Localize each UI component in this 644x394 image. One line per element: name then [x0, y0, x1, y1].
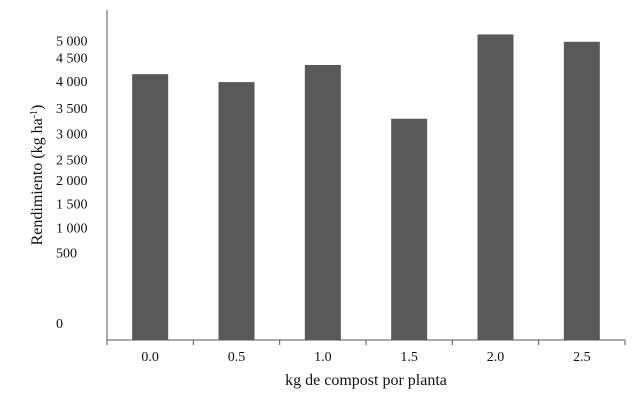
y-axis-title-superscript: -1 [29, 110, 40, 118]
x-axis-ticks: 0.0 0.5 1.0 1.5 2.0 2.5 [106, 340, 626, 365]
y-tick-label: 2 000 [56, 174, 88, 189]
y-tick-label: 4 500 [56, 52, 88, 67]
bars [132, 34, 600, 341]
x-axis-title: kg de compost por planta [285, 372, 447, 389]
x-tick-label: 2.0 [487, 350, 505, 365]
x-tick-label: 1.5 [400, 350, 418, 365]
y-tick-label: 500 [56, 247, 77, 262]
y-tick-label: 3 000 [56, 127, 88, 142]
x-tick-label: 0.5 [228, 350, 246, 365]
y-tick-label: 2 500 [56, 154, 88, 169]
y-axis-title-close: ) [29, 105, 46, 110]
x-tick-label: 0.0 [141, 350, 159, 365]
y-axis-ticks: 5 000 4 500 4 000 3 500 3 000 2 500 2 000 1 500… [56, 35, 88, 332]
x-tick-label: 1.0 [314, 350, 332, 365]
bar-2.0 [477, 34, 514, 340]
y-tick-label: 0 [56, 317, 63, 332]
bar-2.5 [563, 41, 600, 341]
y-axis-title-main: Rendimiento (kg ha [29, 118, 46, 245]
bar-1.5 [391, 118, 428, 341]
y-tick-label: 3 500 [56, 102, 88, 117]
x-tick-label: 2.5 [573, 350, 591, 365]
y-tick-label: 4 000 [56, 75, 88, 90]
y-tick-label: 1 000 [56, 222, 88, 237]
bar-1.0 [304, 65, 341, 340]
y-axis-title: Rendimiento (kg ha-1) [29, 105, 47, 246]
bar-0.0 [132, 74, 169, 341]
y-tick-label: 1 500 [56, 198, 88, 213]
bar-0.5 [218, 82, 255, 340]
y-tick-label: 5 000 [56, 35, 88, 50]
